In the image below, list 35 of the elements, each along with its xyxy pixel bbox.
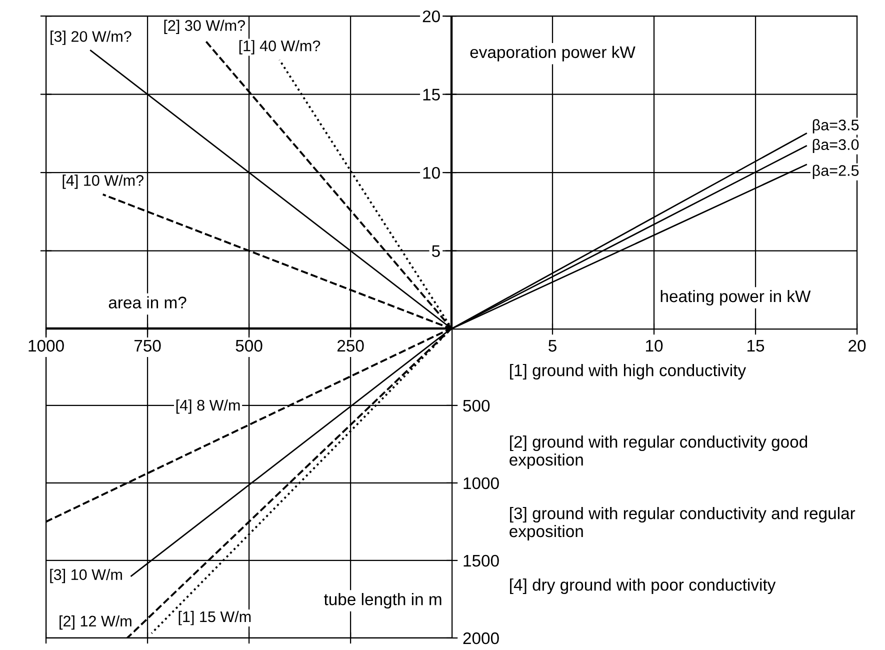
text: [1] ground with high conductivity — [510, 364, 746, 380]
series-label: [3] 10 W/m — [50, 568, 122, 584]
x-tick-label: 500 — [236, 340, 262, 352]
y-tick-label: 500 — [463, 400, 490, 412]
y-tick-label: 15 — [423, 88, 440, 100]
y-axis-title: evaporation power kW — [470, 46, 636, 62]
x-axis-title: area in m? — [108, 296, 186, 308]
series-label: [1] 15 W/m — [178, 610, 251, 626]
x-axis-title: heating power in kW — [660, 290, 811, 306]
series-label: βa=3.5 — [812, 119, 859, 134]
y-tick-label: 10 — [423, 166, 440, 179]
y-tick-label: 20 — [422, 10, 440, 22]
y-tick-label: 1000 — [464, 477, 499, 490]
series-label: [3] 20 W/m? — [50, 30, 132, 45]
y-tick-label: 5 — [432, 245, 440, 257]
series-label: [4] 8 W/m — [176, 399, 240, 414]
x-tick-label: 250 — [337, 340, 364, 352]
x-tick-label: 1000 — [28, 340, 64, 352]
text: [2] ground with regular conductivity good exposition — [510, 436, 808, 469]
y-tick-label: 1500 — [464, 554, 499, 567]
x-tick-label: 750 — [134, 340, 161, 352]
x-tick-label: 10 — [646, 340, 663, 352]
y-tick-label: 2000 — [463, 632, 499, 644]
series-label: βa=3.0 — [812, 138, 859, 154]
x-tick-label: 15 — [748, 340, 764, 352]
x-tick-label: 5 — [548, 340, 556, 352]
series-label: [1] 40 W/m? — [239, 40, 320, 54]
series-label: [2] 30 W/m? — [164, 20, 245, 34]
y-axis-title: tube length in m — [324, 593, 442, 609]
text: [4] dry ground with poor conductivity — [510, 578, 776, 594]
x-tick-label: 20 — [848, 340, 866, 352]
series-label: βa=2.5 — [812, 164, 859, 179]
series-label: [2] 12 W/m — [60, 615, 132, 630]
series-label: [4] 10 W/m? — [62, 174, 144, 189]
text: [3] ground with regular conductivity and regular exposition — [510, 507, 856, 540]
